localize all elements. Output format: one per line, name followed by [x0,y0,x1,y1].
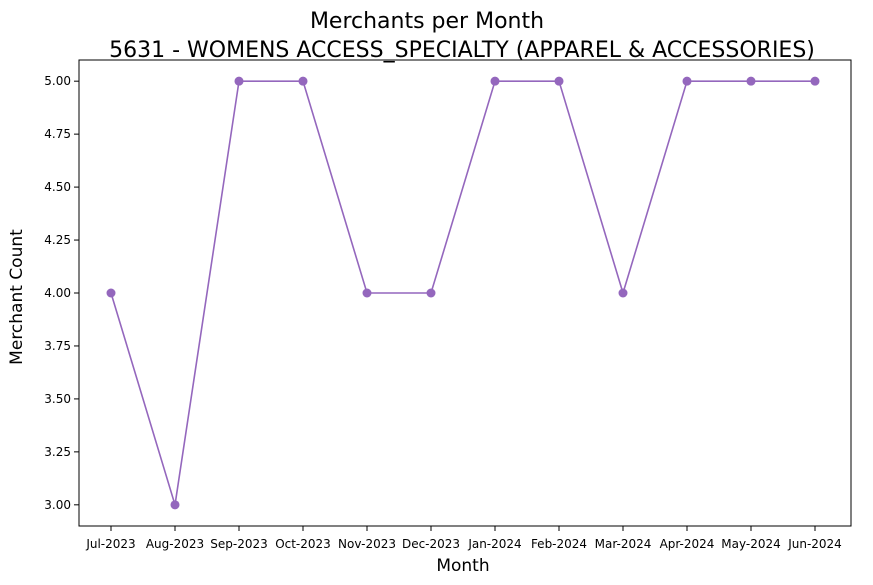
y-tick-label: 3.25 [44,445,71,459]
x-tick-label: Dec-2023 [402,537,460,551]
x-tick-label: Mar-2024 [595,537,652,551]
x-tick-label: Sep-2023 [210,537,268,551]
y-tick-label: 3.50 [44,392,71,406]
x-tick-label: Feb-2024 [531,537,587,551]
x-tick-label: Jun-2024 [787,537,842,551]
data-point [170,500,180,510]
x-tick-label: May-2024 [721,537,780,551]
x-axis-label: Month [436,556,489,576]
y-tick-label: 4.50 [44,180,71,194]
x-tick-label: Jul-2023 [85,537,135,551]
x-tick-label: Aug-2023 [146,537,204,551]
x-tick-label: Nov-2023 [338,537,396,551]
y-tick-label: 4.25 [44,233,71,247]
y-tick-label: 3.00 [44,498,71,512]
y-axis-label: Merchant Count [7,229,27,365]
chart-title: Merchants per Month [310,9,544,34]
series-line [110,80,815,506]
x-tick-label: Oct-2023 [275,537,331,551]
y-tick-label: 3.75 [44,339,71,353]
data-point [618,288,628,298]
data-point [234,76,244,86]
data-point [426,288,436,298]
data-point [106,288,116,298]
plot-area [78,59,852,527]
series-markers [106,76,820,510]
data-point [298,76,308,86]
y-tick-label: 4.75 [44,127,71,141]
data-point [682,76,692,86]
data-point [490,76,500,86]
data-point [746,76,756,86]
y-axis: 3.00 3.25 3.50 3.75 4.00 4.25 4.50 4.75 5.00 [44,74,79,512]
y-tick-label: 4.00 [44,286,71,300]
data-point [362,288,372,298]
y-tick-label: 5.00 [44,74,71,88]
x-tick-label: Apr-2024 [660,537,715,551]
data-point [554,76,564,86]
data-point [810,76,820,86]
x-axis: Jul-2023 Aug-2023 Sep-2023 Oct-2023 Nov-2023… [85,526,842,551]
chart-subtitle: 5631 - WOMENS ACCESS_SPECIALTY (APPAREL … [109,38,815,63]
x-tick-label: Jan-2024 [467,537,521,551]
